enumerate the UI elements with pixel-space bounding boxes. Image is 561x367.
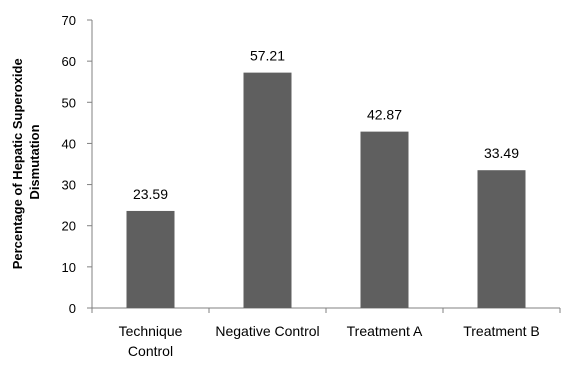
- category-label-line: Technique: [119, 323, 183, 339]
- y-tick-label: 10: [62, 260, 76, 275]
- bar: [477, 170, 526, 308]
- y-tick-label: 40: [62, 136, 76, 151]
- y-axis-title-line-1: Percentage of Hepatic Superoxide: [10, 58, 25, 269]
- category-label: Treatment B: [463, 323, 540, 339]
- y-tick-label: 0: [69, 301, 76, 316]
- y-tick-label: 60: [62, 54, 76, 69]
- data-label: 42.87: [367, 107, 402, 123]
- plot-area: 0 10 20 30 40 50 60 70 23.59 Technique Control 57.2…: [62, 13, 561, 359]
- category-label-line: Treatment B: [463, 323, 540, 339]
- data-label: 33.49: [484, 145, 519, 161]
- category-label: Technique Control: [119, 323, 183, 359]
- y-axis-title-line-2: Dismutation: [27, 124, 42, 199]
- y-axis-title: Percentage of Hepatic Superoxide Dismuta…: [10, 55, 42, 270]
- y-tick-label: 50: [62, 95, 76, 110]
- category-label-line: Treatment A: [347, 323, 423, 339]
- y-tick-label: 20: [62, 219, 76, 234]
- bar: [243, 72, 292, 309]
- category-label: Treatment A: [347, 323, 423, 339]
- category-label-line: Negative Control: [215, 323, 319, 339]
- bar: [126, 210, 175, 308]
- y-tick-label: 70: [62, 13, 76, 28]
- data-label: 23.59: [133, 186, 168, 202]
- y-tick-label: 30: [62, 178, 76, 193]
- category-label-line: Control: [128, 343, 173, 359]
- data-label: 57.21: [250, 48, 285, 64]
- bar: [360, 131, 409, 308]
- category-label: Negative Control: [215, 323, 319, 339]
